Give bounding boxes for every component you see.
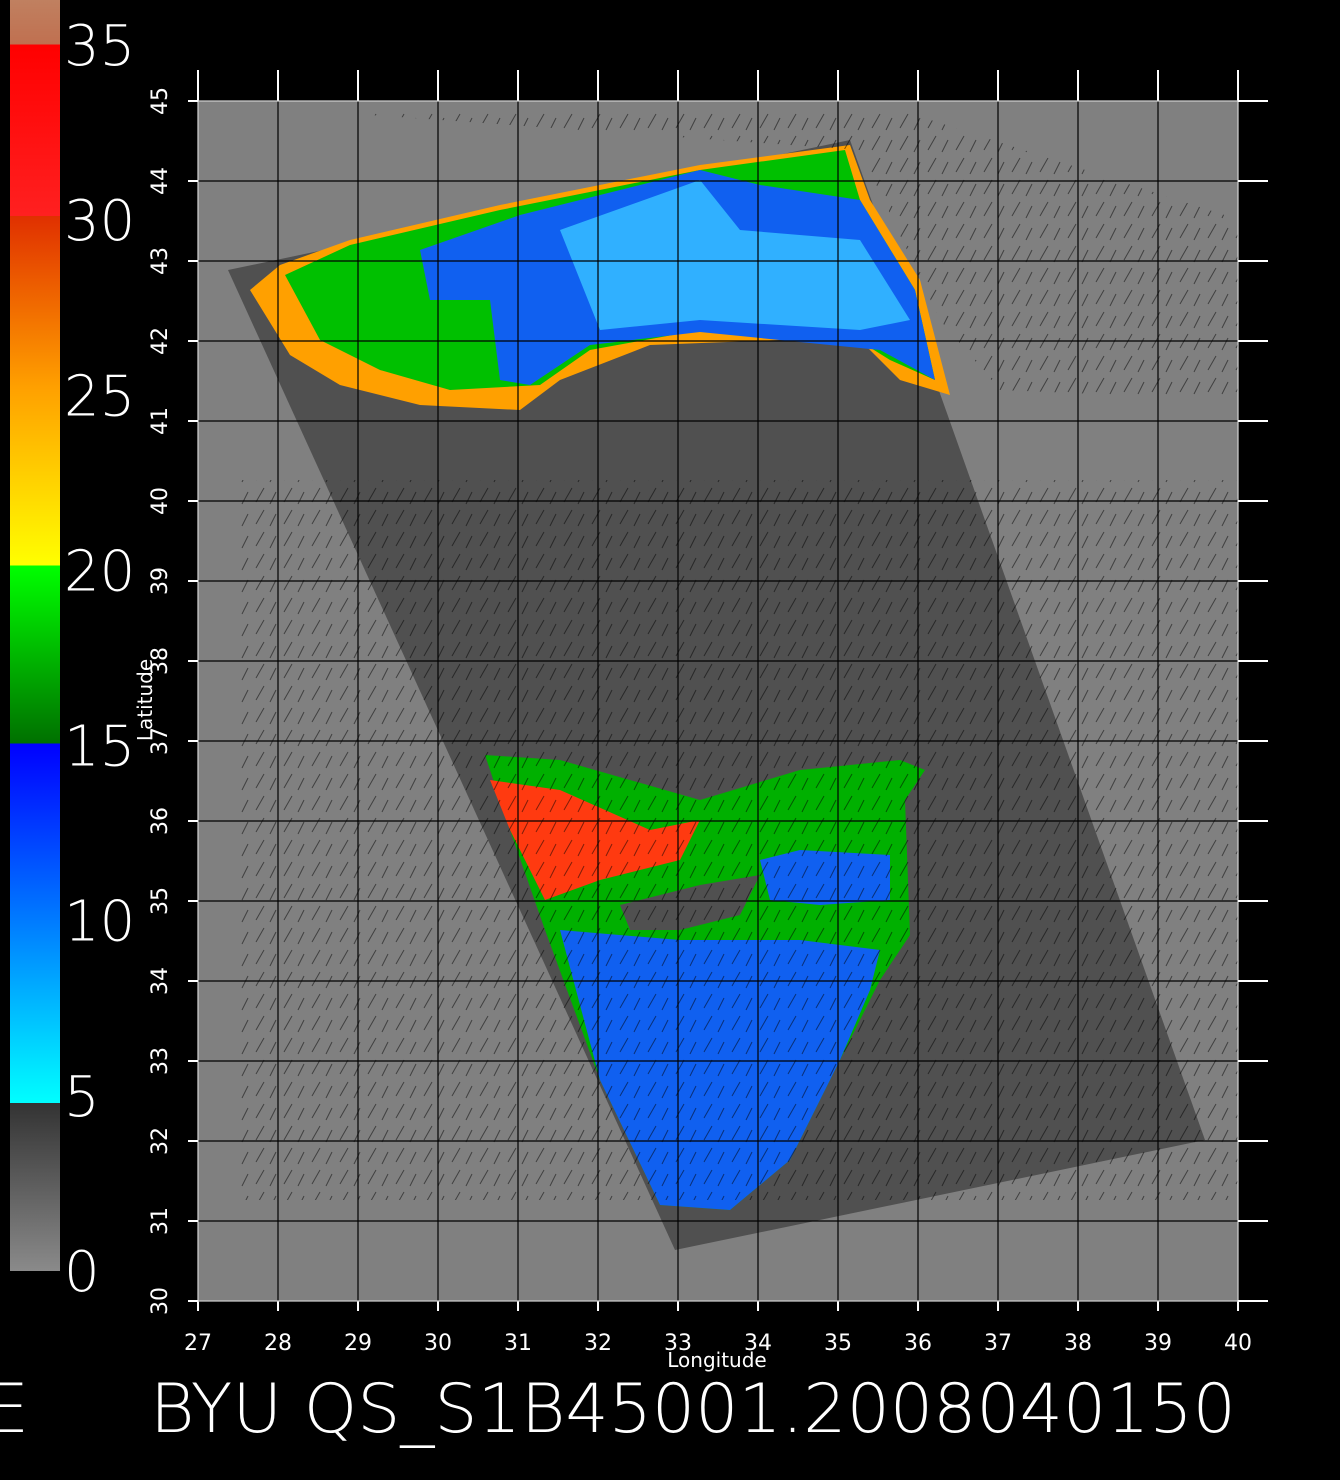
colorbar (10, 0, 60, 1271)
edge-label: E (0, 1370, 29, 1449)
x-tick-label: 27 (184, 1331, 212, 1356)
plot-frame (197, 100, 1239, 1302)
y-tick-label: 35 (148, 887, 173, 915)
y-tick-label: 44 (148, 167, 173, 195)
colorbar-label: 20 (64, 539, 135, 604)
y-tick-label: 30 (148, 1287, 173, 1315)
title: BYU QS_S1B45001.2008040150 (150, 1370, 1236, 1449)
region-north-cyan (560, 180, 910, 330)
y-tick-label: 42 (148, 327, 173, 355)
y-tick-label: 31 (148, 1207, 173, 1235)
x-tick-label: 38 (1064, 1331, 1092, 1356)
wind-vectors (240, 110, 1238, 1200)
x-axis-label: Longitude (667, 1348, 766, 1372)
y-tick-label: 45 (148, 87, 173, 115)
x-tick-label: 36 (904, 1331, 932, 1356)
y-tick-label: 36 (148, 807, 173, 835)
y-tick-label: 32 (148, 1127, 173, 1155)
x-tick-label: 37 (984, 1331, 1012, 1356)
colorbar-label: 25 (64, 364, 135, 429)
colorbar-label: 5 (64, 1065, 100, 1130)
y-tick-label: 33 (148, 1047, 173, 1075)
x-tick-label: 28 (264, 1331, 292, 1356)
x-tick-label: 29 (344, 1331, 372, 1356)
x-tick-label: 40 (1224, 1331, 1252, 1356)
y-tick-label: 43 (148, 247, 173, 275)
y-tick-label: 41 (148, 407, 173, 435)
y-tick-label: 39 (148, 567, 173, 595)
colorbar-label: 15 (64, 715, 135, 780)
colorbar-label: 0 (64, 1240, 100, 1305)
x-tick-label: 33 (664, 1331, 692, 1356)
y-tick-label: 37 (148, 727, 173, 755)
x-tick-label: 30 (424, 1331, 452, 1356)
colorbar-label: 35 (64, 14, 135, 79)
swath (228, 110, 1238, 1250)
y-axis-label: Latitude (133, 659, 157, 741)
colorbar-label: 30 (64, 189, 135, 254)
colorbar-label: 10 (64, 890, 135, 955)
x-tick-label: 39 (1144, 1331, 1172, 1356)
y-tick-label: 40 (148, 487, 173, 515)
y-tick-label: 34 (148, 967, 173, 995)
x-tick-label: 31 (504, 1331, 532, 1356)
x-tick-label: 32 (584, 1331, 612, 1356)
y-tick-label: 38 (148, 647, 173, 675)
x-tick-label: 35 (824, 1331, 852, 1356)
x-tick-label: 34 (744, 1331, 772, 1356)
